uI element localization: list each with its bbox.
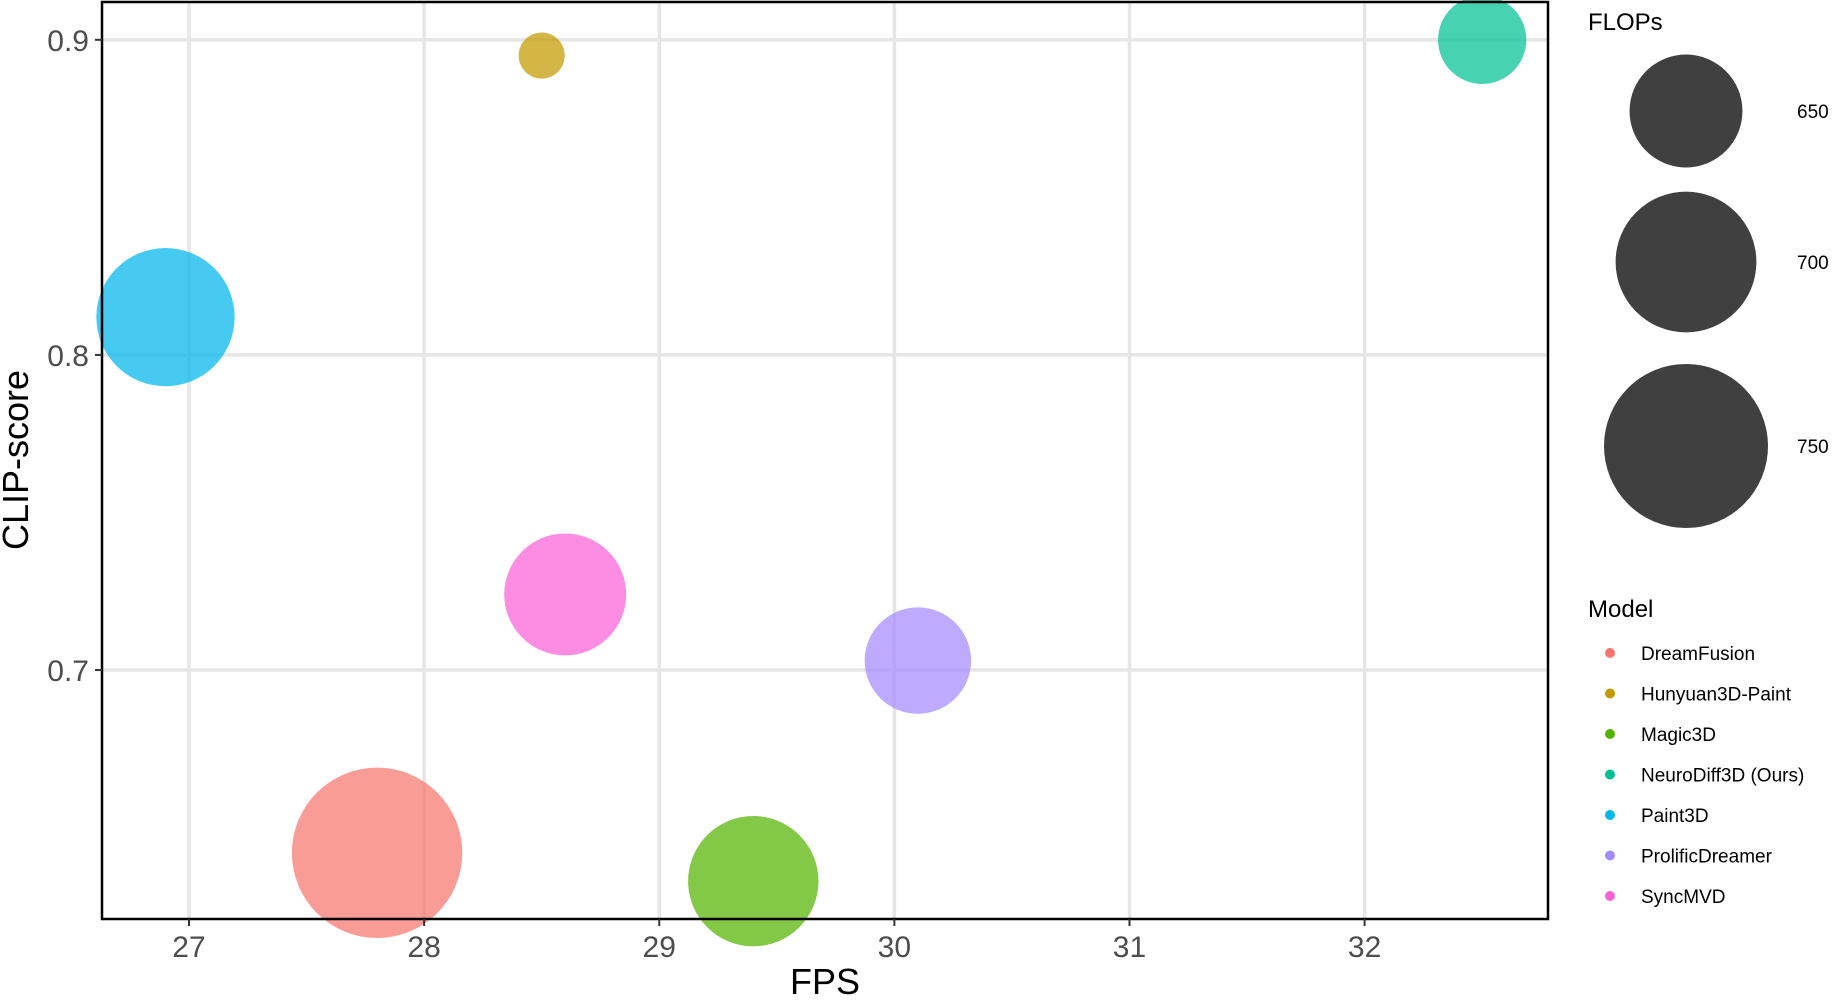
color-legend: Model DreamFusion Hunyuan3D-Paint Magic3D N… — [1588, 596, 1804, 908]
bubble-point — [518, 32, 565, 79]
color-legend-label: Paint3D — [1641, 806, 1709, 827]
y-tick-label: 0.8 — [47, 340, 89, 373]
bubbles — [96, 0, 1527, 947]
size-legend-label: 700 — [1797, 253, 1829, 274]
size-legend: FLOPs 650 700 750 — [1588, 9, 1829, 529]
y-axis-title: CLIP-score — [0, 370, 36, 550]
y-axis-ticks: 0.9 0.8 0.7 — [47, 25, 102, 688]
color-legend-key — [1605, 810, 1615, 820]
color-legend-label: NeuroDiff3D (Ours) — [1641, 766, 1804, 787]
color-legend-title: Model — [1588, 596, 1653, 623]
x-axis-title: FPS — [790, 961, 860, 1000]
x-tick-label: 31 — [1113, 931, 1146, 964]
x-axis-ticks: 27 28 29 30 31 32 — [172, 919, 1381, 964]
gridlines — [102, 2, 1548, 919]
bubble-point — [96, 247, 235, 387]
bubble-point — [504, 533, 627, 656]
color-legend-label: Hunyuan3D-Paint — [1641, 685, 1792, 706]
color-legend-label: DreamFusion — [1641, 644, 1755, 665]
bubble-point — [291, 767, 463, 939]
bubble-point — [688, 816, 819, 947]
plot-border — [100, 0, 1550, 921]
x-tick-label: 28 — [407, 931, 440, 964]
size-legend-title: FLOPs — [1588, 9, 1663, 36]
color-legend-key — [1605, 688, 1615, 699]
bubble-point — [1438, 0, 1527, 84]
color-legend-key — [1605, 769, 1615, 780]
color-legend-key — [1605, 891, 1615, 901]
x-tick-label: 30 — [878, 931, 911, 964]
bubble-point — [864, 607, 972, 714]
size-legend-key — [1603, 363, 1769, 529]
color-legend-label: ProlificDreamer — [1641, 847, 1773, 868]
color-legend-key — [1605, 850, 1615, 861]
color-legend-key — [1605, 648, 1615, 658]
x-tick-label: 29 — [643, 931, 676, 964]
x-tick-label: 32 — [1348, 931, 1381, 964]
x-tick-label: 27 — [172, 931, 205, 964]
color-legend-key — [1605, 729, 1615, 739]
size-legend-label: 750 — [1797, 437, 1829, 458]
y-tick-label: 0.9 — [47, 25, 89, 58]
color-legend-label: SyncMVD — [1641, 887, 1725, 908]
color-legend-label: Magic3D — [1641, 725, 1716, 746]
size-legend-label: 650 — [1797, 102, 1829, 123]
y-tick-label: 0.7 — [47, 655, 89, 688]
size-legend-key — [1615, 191, 1757, 333]
size-legend-key — [1629, 54, 1743, 168]
